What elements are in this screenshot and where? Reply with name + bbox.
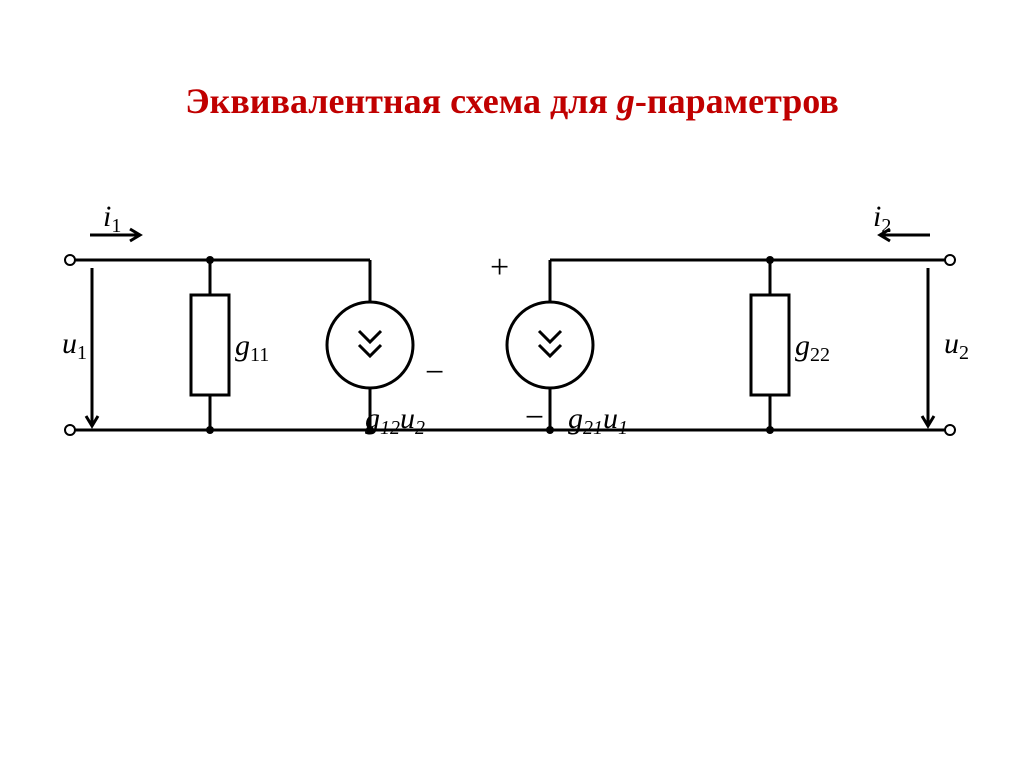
- page-title: Эквивалентная схема для g-параметров: [0, 80, 1024, 122]
- svg-text:u1: u1: [62, 327, 87, 364]
- svg-text:i1: i1: [103, 200, 121, 237]
- svg-text:i2: i2: [873, 200, 891, 237]
- title-suffix: -параметров: [635, 81, 839, 121]
- svg-text:g11: g11: [235, 329, 269, 366]
- svg-text:u2: u2: [944, 327, 969, 364]
- circuit-diagram: i1 i2 u1 u2 g11 g22 g12u2 g21u1 + − −: [50, 200, 970, 480]
- title-italic: g: [617, 81, 635, 121]
- svg-text:−: −: [525, 399, 544, 436]
- svg-text:−: −: [425, 354, 444, 391]
- svg-text:g22: g22: [795, 329, 830, 366]
- svg-text:g21u1: g21u1: [568, 402, 628, 439]
- circuit-svg: i1 i2 u1 u2 g11 g22 g12u2 g21u1 + − −: [50, 200, 970, 480]
- title-prefix: Эквивалентная схема для: [185, 81, 617, 121]
- svg-text:g12u2: g12u2: [365, 402, 425, 439]
- svg-text:+: +: [490, 249, 509, 286]
